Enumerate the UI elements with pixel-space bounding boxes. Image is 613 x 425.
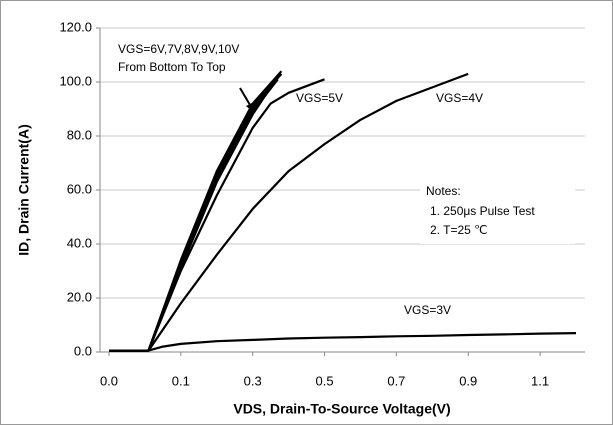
- y-tick-label: 40.0: [67, 235, 92, 250]
- lines: [109, 70, 577, 352]
- annotation: VGS=6V,7V,8V,9V,10V: [118, 42, 239, 56]
- annotation: VGS=3V: [404, 303, 451, 317]
- x-tick-label: 0.3: [244, 373, 262, 388]
- notes-box: [420, 180, 575, 244]
- x-tick-label: 0.1: [172, 373, 190, 388]
- y-tick-label: 80.0: [67, 127, 92, 142]
- note: 2. T=25 ℃: [430, 223, 488, 237]
- x-tick-label: 0.5: [315, 373, 333, 388]
- arrow-head: [246, 102, 254, 113]
- annotation: VGS=5V: [296, 91, 343, 105]
- annotation: From Bottom To Top: [118, 60, 226, 74]
- x-tick-label: 1.1: [531, 373, 549, 388]
- note: 1. 250μs Pulse Test: [430, 204, 535, 218]
- series-line: [109, 72, 469, 352]
- y-tick-label: 100.0: [59, 73, 92, 88]
- series-line: [109, 70, 283, 352]
- x-axis-title: VDS, Drain-To-Source Voltage(V): [233, 401, 450, 417]
- y-tick-label: 20.0: [67, 289, 92, 304]
- annotation: VGS=4V: [436, 91, 483, 105]
- y-axis-title: ID, Drain Current(A): [16, 124, 32, 255]
- series-line: [109, 332, 577, 352]
- y-tick-label: 60.0: [67, 181, 92, 196]
- y-tick-label: 120.0: [59, 19, 92, 34]
- x-tick-label: 0.0: [100, 373, 118, 388]
- y-tick-label: 0.0: [74, 343, 92, 358]
- x-tick-label: 0.9: [459, 373, 477, 388]
- note: Notes:: [426, 184, 461, 198]
- x-tick-label: 0.7: [387, 373, 405, 388]
